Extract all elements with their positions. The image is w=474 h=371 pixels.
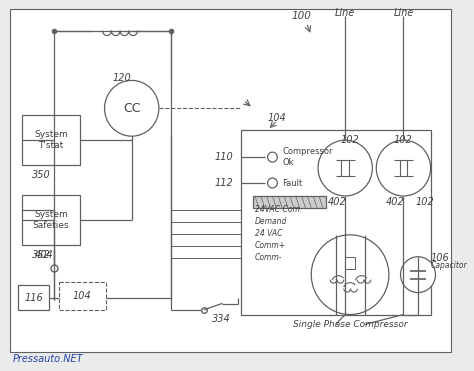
Text: 102: 102 xyxy=(415,197,434,207)
Bar xyxy=(241,130,430,315)
Circle shape xyxy=(376,140,430,196)
Text: 352: 352 xyxy=(32,250,51,260)
Text: System
T'stat: System T'stat xyxy=(34,131,68,150)
Text: Pressauto.NET: Pressauto.NET xyxy=(12,354,83,364)
Bar xyxy=(253,196,326,208)
Text: 104: 104 xyxy=(268,113,286,123)
Text: 102: 102 xyxy=(340,135,359,145)
Bar xyxy=(18,285,49,309)
Circle shape xyxy=(311,235,389,315)
Circle shape xyxy=(318,140,373,196)
Text: 404: 404 xyxy=(35,250,54,260)
Text: 110: 110 xyxy=(215,152,234,162)
Text: Line: Line xyxy=(393,8,414,18)
Text: 350: 350 xyxy=(32,170,51,180)
Text: 120: 120 xyxy=(113,73,131,83)
Text: 112: 112 xyxy=(215,178,234,188)
Text: Comm-: Comm- xyxy=(255,253,283,262)
Text: Line: Line xyxy=(335,8,356,18)
Text: 104: 104 xyxy=(73,290,91,301)
Text: Compressor
Ok: Compressor Ok xyxy=(282,147,333,167)
Text: CC: CC xyxy=(123,102,140,115)
Text: 24 VAC: 24 VAC xyxy=(255,229,283,238)
Text: Demand: Demand xyxy=(255,217,287,226)
Text: 106: 106 xyxy=(430,253,449,263)
Circle shape xyxy=(401,257,436,293)
Text: 116: 116 xyxy=(24,293,43,303)
Text: Comm+: Comm+ xyxy=(255,241,286,250)
Bar xyxy=(345,257,355,269)
Circle shape xyxy=(105,81,159,136)
Circle shape xyxy=(268,178,277,188)
Circle shape xyxy=(268,152,277,162)
Text: Capacitor: Capacitor xyxy=(430,261,467,270)
Text: 402: 402 xyxy=(386,197,405,207)
Text: Single Phase Compressor: Single Phase Compressor xyxy=(293,320,407,329)
Bar xyxy=(22,115,80,165)
Text: 334: 334 xyxy=(212,315,231,325)
Text: 102: 102 xyxy=(394,135,412,145)
Text: 24VAC Com.: 24VAC Com. xyxy=(255,206,302,214)
Text: Fault: Fault xyxy=(282,178,302,187)
Bar xyxy=(59,282,106,309)
Text: 100: 100 xyxy=(292,11,311,21)
Text: System
Safeties: System Safeties xyxy=(33,210,70,230)
Text: 402: 402 xyxy=(328,197,347,207)
Bar xyxy=(22,195,80,245)
